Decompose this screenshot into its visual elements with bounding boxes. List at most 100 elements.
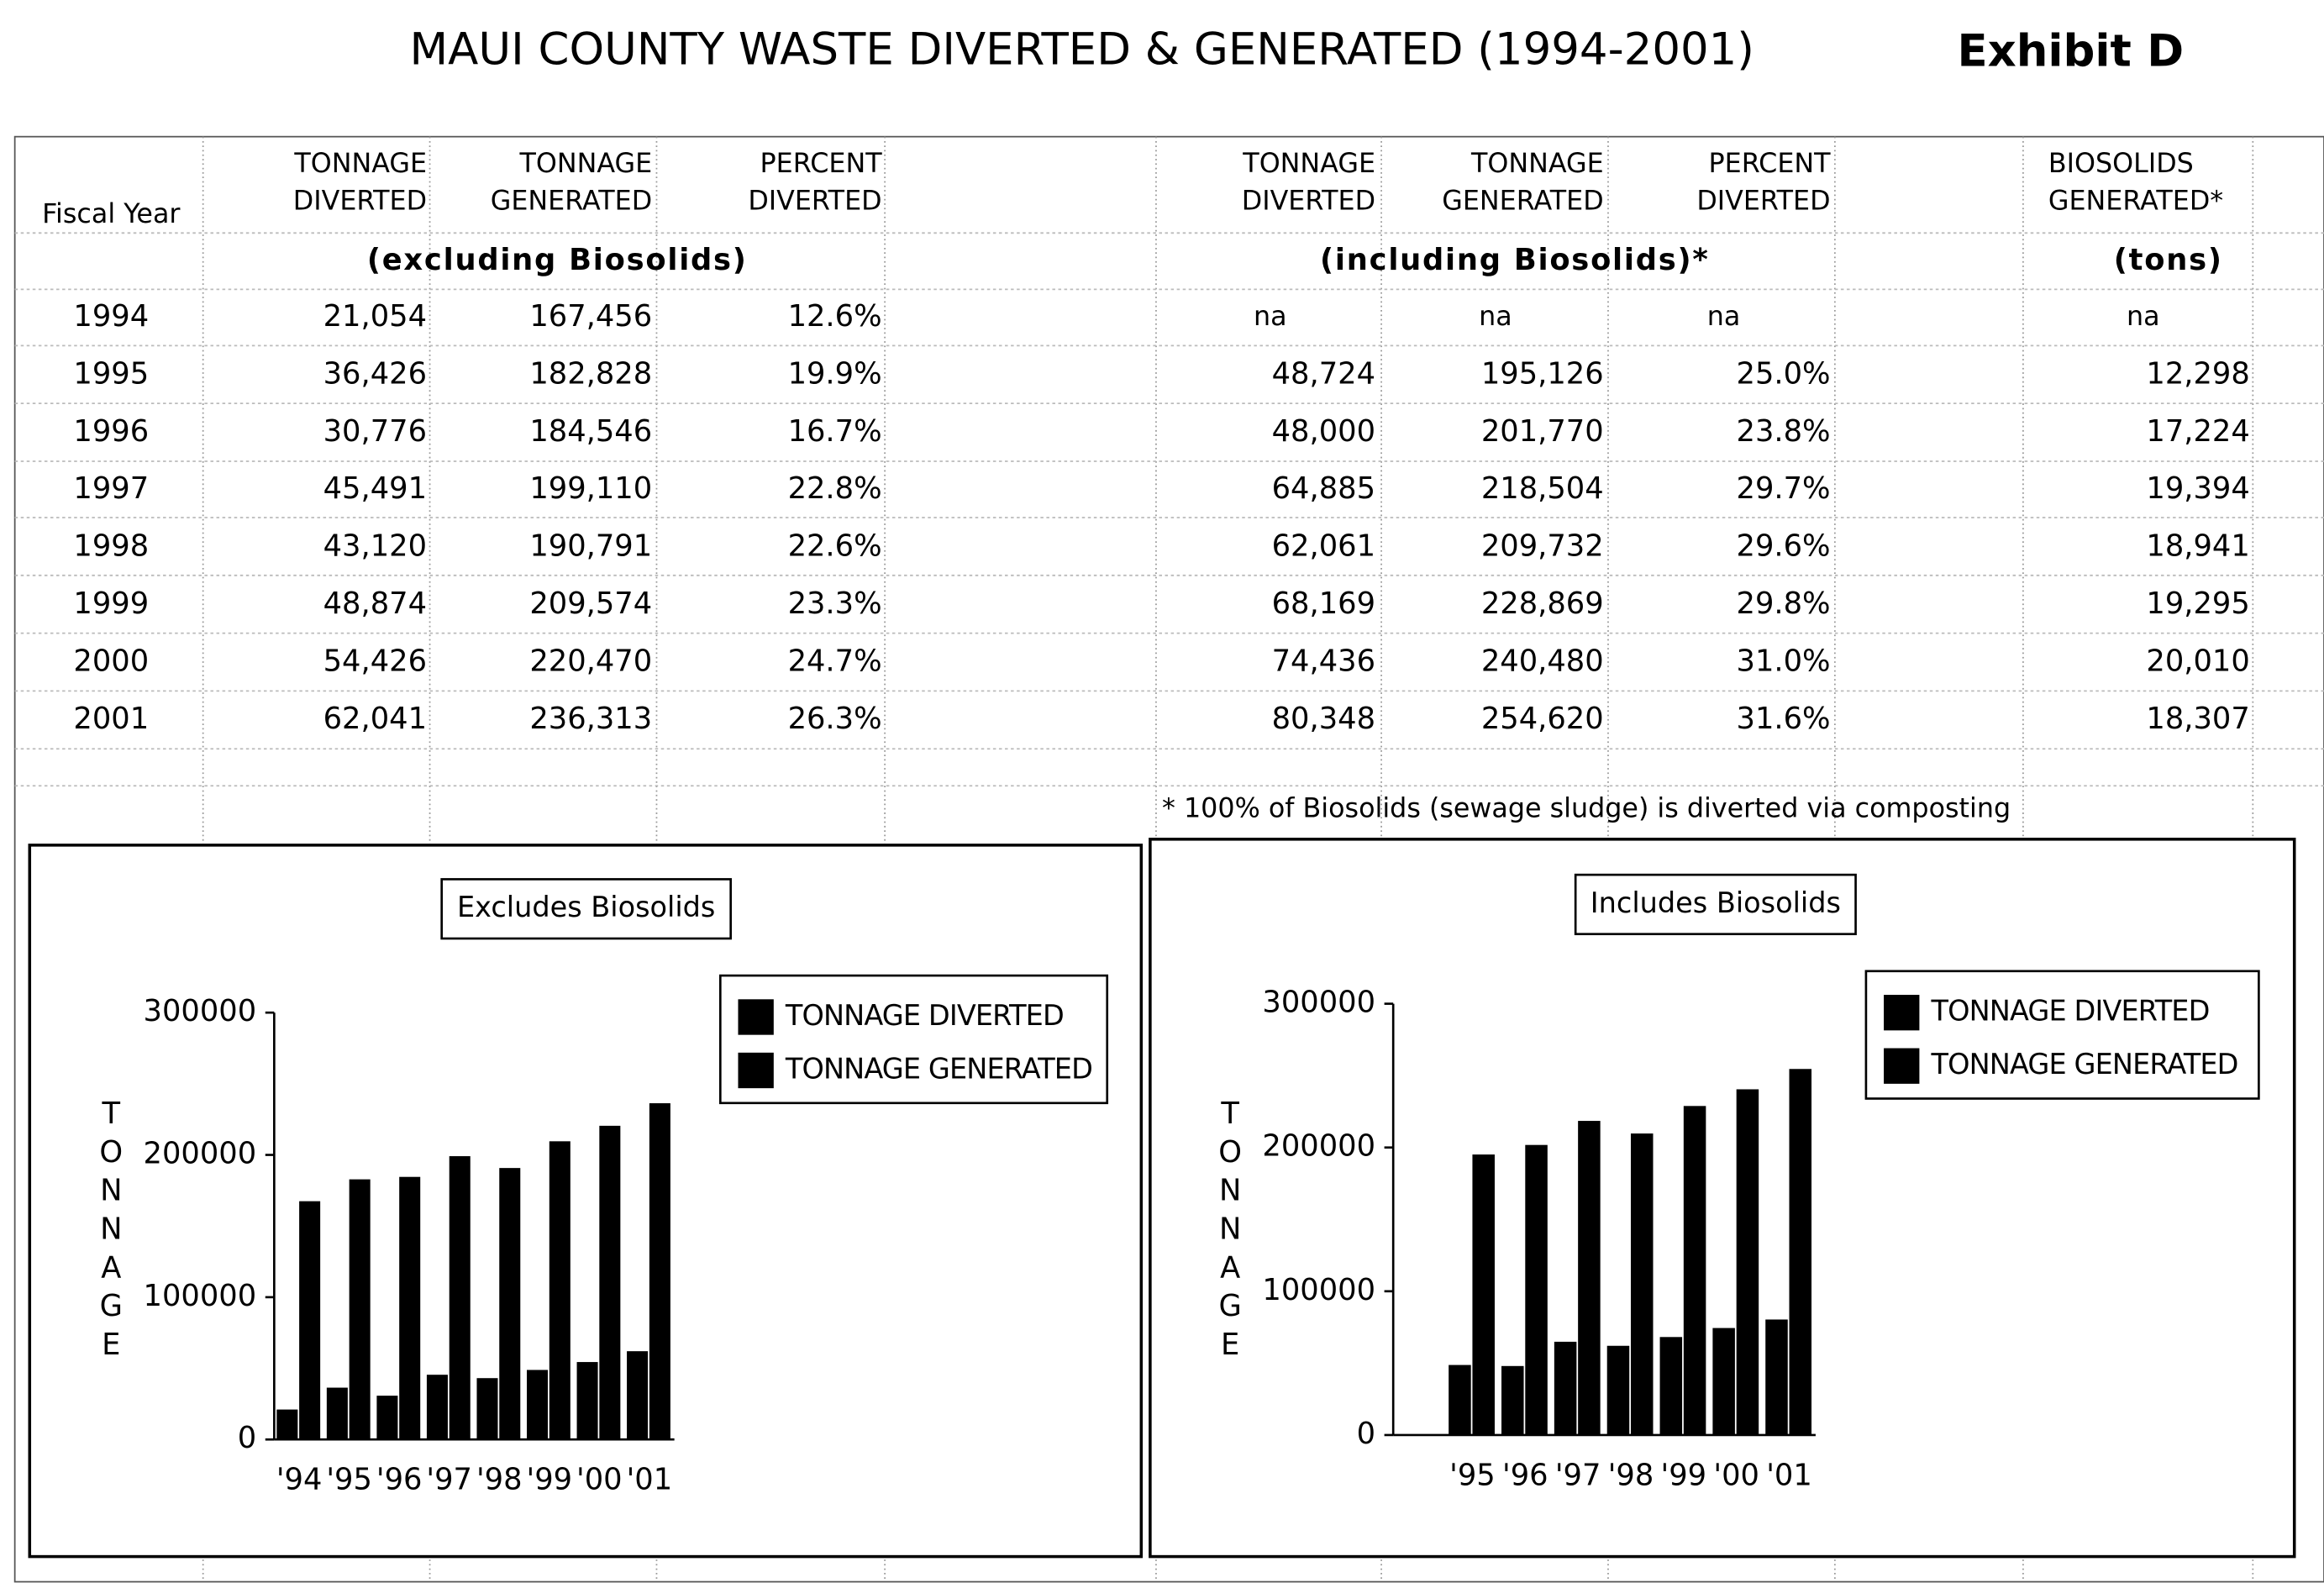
bar — [449, 1156, 471, 1440]
bar — [349, 1179, 371, 1440]
column-header: GENERATED* — [2048, 186, 2223, 216]
x-tick-label: '00 — [576, 1463, 623, 1497]
bar — [599, 1125, 621, 1440]
table-cell: 24.7% — [788, 644, 882, 679]
table-cell: 62,061 — [1272, 529, 1375, 564]
table-cell: 17,224 — [2146, 414, 2249, 449]
y-tick-label: 0 — [238, 1421, 256, 1455]
table-cell: 195,126 — [1481, 356, 1604, 391]
table-cell: 228,869 — [1481, 586, 1604, 621]
table-cell: 209,732 — [1481, 529, 1604, 564]
column-header: DIVERTED — [293, 186, 427, 216]
column-header: DIVERTED — [1696, 186, 1830, 216]
column-header: DIVERTED — [748, 186, 881, 216]
table-cell: 22.6% — [788, 529, 882, 564]
table-cell: 240,480 — [1481, 644, 1604, 679]
table-cell: 190,791 — [529, 529, 652, 564]
page-title: MAUI COUNTY WASTE DIVERTED & GENERATED (… — [410, 24, 1754, 76]
bar — [1525, 1144, 1548, 1435]
table-cell: 220,470 — [529, 644, 652, 679]
chart-frame — [28, 844, 1144, 1559]
y-tick-label: 100000 — [144, 1279, 257, 1313]
table-cell: 64,885 — [1272, 471, 1375, 506]
bar — [276, 1409, 298, 1440]
bar — [326, 1387, 348, 1440]
table-cell: 16.7% — [788, 414, 882, 449]
bar — [1554, 1341, 1577, 1435]
group-label: (including Biosolids)* — [1320, 243, 1710, 277]
bar — [1765, 1319, 1788, 1435]
y-tick-label: 300000 — [1262, 986, 1375, 1020]
x-tick-label: '97 — [1555, 1458, 1601, 1492]
table-cell: 12,298 — [2146, 356, 2249, 391]
table-cell: 26.3% — [788, 702, 882, 736]
table-cell: na — [2127, 302, 2160, 332]
bar — [499, 1168, 521, 1440]
column-header: PERCENT — [760, 149, 883, 179]
x-tick-label: '98 — [1608, 1458, 1654, 1492]
legend-swatch — [738, 999, 774, 1035]
table-cell: na — [1707, 302, 1741, 332]
bar — [376, 1396, 398, 1440]
x-tick-label: '95 — [326, 1463, 372, 1497]
year-cell: 1996 — [73, 414, 149, 449]
bar — [1683, 1106, 1706, 1435]
x-tick-label: '99 — [1661, 1458, 1707, 1492]
x-tick-label: '95 — [1449, 1458, 1496, 1492]
table-cell: 29.8% — [1737, 586, 1831, 621]
table-cell: 218,504 — [1481, 471, 1604, 506]
table-cell: 54,426 — [323, 644, 427, 679]
table-cell: 45,491 — [323, 471, 427, 506]
bar — [426, 1375, 448, 1440]
legend-label: TONNAGE DIVERTED — [1931, 995, 2210, 1028]
bar — [1606, 1345, 1630, 1435]
table-cell: 48,724 — [1272, 356, 1375, 391]
table-cell: 48,000 — [1272, 414, 1375, 449]
table-cell: 62,041 — [323, 702, 427, 736]
y-tick-label: 200000 — [1262, 1129, 1375, 1164]
table-cell: 167,456 — [529, 299, 652, 334]
column-header: TONNAGE — [518, 149, 652, 179]
chart-title-box — [1574, 873, 1857, 936]
year-cell: 2000 — [73, 644, 149, 679]
bar — [527, 1370, 549, 1440]
x-tick-label: '98 — [476, 1463, 523, 1497]
legend-swatch — [738, 1052, 774, 1089]
table-cell: 74,436 — [1272, 644, 1375, 679]
bar — [1736, 1089, 1759, 1435]
table-cell: 182,828 — [529, 356, 652, 391]
table-cell: 68,169 — [1272, 586, 1375, 621]
bar — [476, 1378, 498, 1440]
chart-frame — [1149, 838, 2296, 1559]
table-cell: 21,054 — [323, 299, 427, 334]
chart-title-box — [440, 878, 732, 940]
x-tick-label: '96 — [1502, 1458, 1548, 1492]
table-cell: 25.0% — [1737, 356, 1831, 391]
y-tick-label: 300000 — [144, 994, 257, 1028]
bar — [627, 1351, 649, 1440]
chart-title: Excludes Biosolids — [457, 891, 715, 923]
column-header: BIOSOLIDS — [2048, 149, 2194, 179]
column-header: PERCENT — [1709, 149, 1832, 179]
bar — [1501, 1365, 1524, 1435]
table-cell: 19,394 — [2146, 471, 2249, 506]
bar — [1789, 1069, 1812, 1435]
bar — [649, 1103, 670, 1440]
bar — [1712, 1328, 1735, 1435]
x-tick-label: '96 — [376, 1463, 423, 1497]
y-tick-label: 0 — [1357, 1417, 1375, 1451]
table-cell: na — [1254, 302, 1287, 332]
table-cell: 18,941 — [2146, 529, 2249, 564]
table-frame — [13, 135, 2324, 1583]
year-cell: 1997 — [73, 471, 149, 506]
table-cell: 23.3% — [788, 586, 882, 621]
group-label: (excluding Biosolids) — [367, 243, 748, 277]
table-cell: 236,313 — [529, 702, 652, 736]
year-cell: 1999 — [73, 586, 149, 621]
table-cell: 184,546 — [529, 414, 652, 449]
year-cell: 1995 — [73, 356, 149, 391]
x-tick-label: '01 — [1766, 1458, 1812, 1492]
bar — [399, 1176, 421, 1440]
